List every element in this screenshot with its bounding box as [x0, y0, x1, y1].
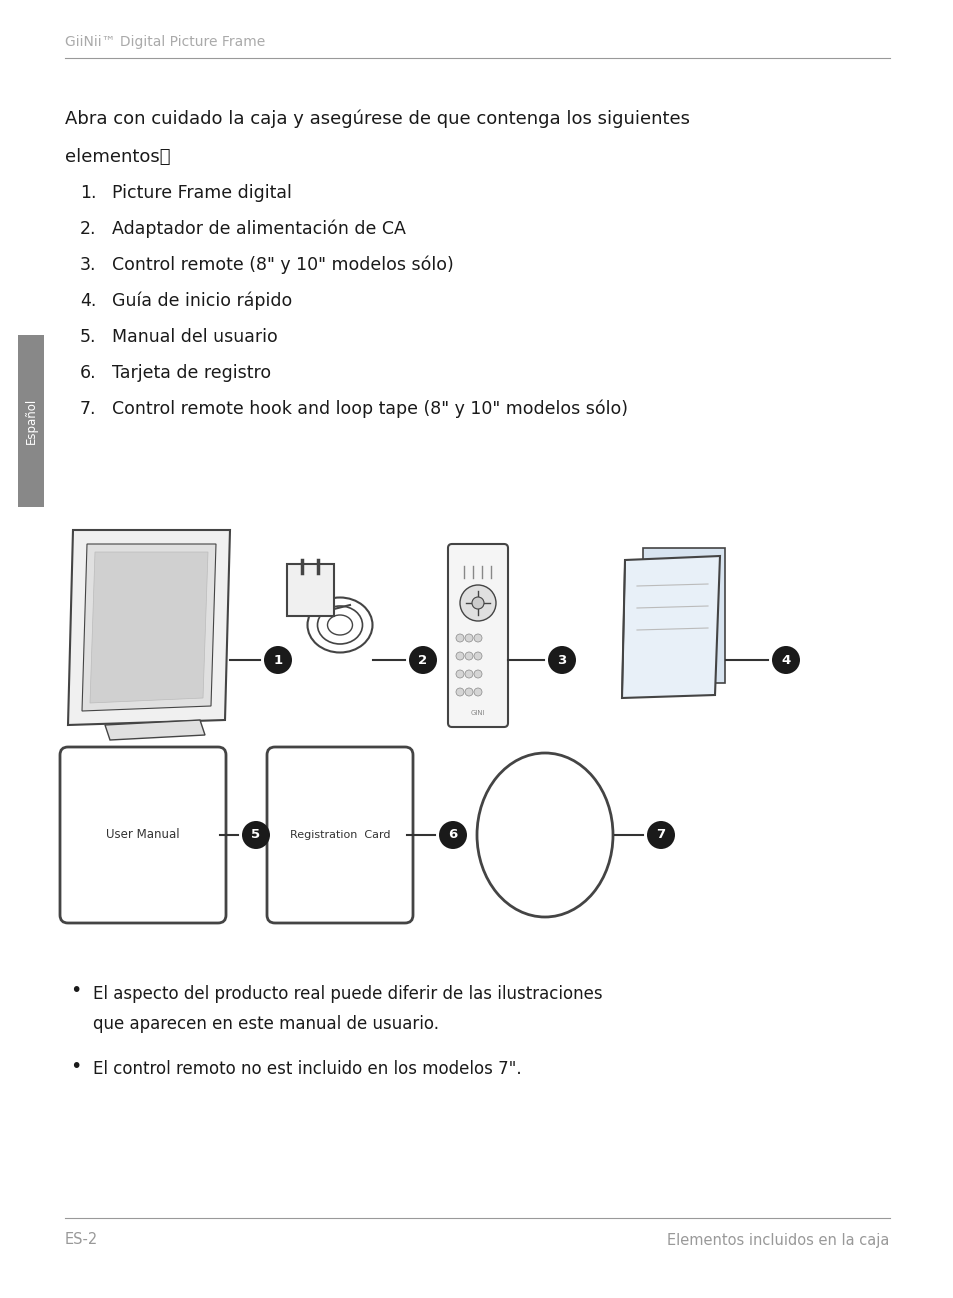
Circle shape	[456, 633, 463, 643]
Circle shape	[474, 652, 481, 659]
Circle shape	[474, 688, 481, 696]
Text: que aparecen en este manual de usuario.: que aparecen en este manual de usuario.	[92, 1015, 438, 1033]
Text: •: •	[70, 981, 81, 1001]
Polygon shape	[90, 552, 208, 704]
Text: Adaptador de alimentación de CA: Adaptador de alimentación de CA	[112, 219, 405, 239]
FancyBboxPatch shape	[60, 748, 226, 923]
Text: El control remoto no est incluido en los modelos 7".: El control remoto no est incluido en los…	[92, 1060, 521, 1079]
Text: Control remote (8" y 10" modelos sólo): Control remote (8" y 10" modelos sólo)	[112, 256, 454, 274]
Circle shape	[464, 633, 473, 643]
Text: Español: Español	[25, 398, 37, 444]
Circle shape	[438, 822, 467, 849]
Circle shape	[456, 688, 463, 696]
Text: 4: 4	[781, 653, 790, 666]
Bar	[18, 335, 44, 508]
Text: 7.: 7.	[80, 400, 96, 418]
Circle shape	[464, 688, 473, 696]
Text: Registration  Card: Registration Card	[290, 829, 390, 840]
Text: 1.: 1.	[80, 184, 96, 202]
FancyBboxPatch shape	[267, 748, 413, 923]
Circle shape	[472, 597, 483, 609]
Circle shape	[264, 646, 292, 674]
Text: 5: 5	[252, 828, 260, 841]
Circle shape	[464, 670, 473, 678]
Circle shape	[409, 646, 436, 674]
Text: 2.: 2.	[80, 219, 96, 238]
Text: •: •	[70, 1057, 81, 1076]
FancyBboxPatch shape	[448, 544, 507, 727]
Text: Manual del usuario: Manual del usuario	[112, 328, 277, 347]
Circle shape	[242, 822, 270, 849]
Circle shape	[456, 652, 463, 659]
FancyBboxPatch shape	[287, 565, 334, 617]
Circle shape	[474, 633, 481, 643]
Circle shape	[646, 822, 675, 849]
Text: 2: 2	[418, 653, 427, 666]
Ellipse shape	[476, 753, 613, 916]
Circle shape	[474, 670, 481, 678]
Circle shape	[547, 646, 576, 674]
Text: 1: 1	[274, 653, 282, 666]
Text: 4.: 4.	[80, 292, 96, 310]
Text: Tarjeta de registro: Tarjeta de registro	[112, 363, 271, 382]
Text: Control remote hook and loop tape (8" y 10" modelos sólo): Control remote hook and loop tape (8" y …	[112, 400, 627, 418]
Text: 3: 3	[557, 653, 566, 666]
Polygon shape	[68, 530, 230, 726]
Circle shape	[456, 670, 463, 678]
Text: Elementos incluidos en la caja: Elementos incluidos en la caja	[666, 1233, 888, 1247]
Polygon shape	[621, 556, 720, 698]
Polygon shape	[105, 720, 205, 740]
Circle shape	[459, 585, 496, 620]
Text: 6: 6	[448, 828, 457, 841]
Text: Picture Frame digital: Picture Frame digital	[112, 184, 292, 202]
Text: elementos：: elementos：	[65, 148, 171, 166]
Circle shape	[771, 646, 800, 674]
Polygon shape	[642, 548, 724, 683]
Text: Guía de inicio rápido: Guía de inicio rápido	[112, 292, 292, 310]
Text: ES-2: ES-2	[65, 1233, 98, 1247]
Text: Abra con cuidado la caja y asegúrese de que contenga los siguientes: Abra con cuidado la caja y asegúrese de …	[65, 110, 689, 129]
Text: El aspecto del producto real puede diferir de las ilustraciones: El aspecto del producto real puede difer…	[92, 985, 602, 1003]
Text: User Manual: User Manual	[106, 828, 179, 841]
Text: 3.: 3.	[80, 256, 96, 274]
Text: 7: 7	[656, 828, 665, 841]
Text: 6.: 6.	[80, 363, 96, 382]
Circle shape	[464, 652, 473, 659]
Polygon shape	[82, 544, 215, 711]
Text: 5.: 5.	[80, 328, 96, 347]
Text: GiiNii™ Digital Picture Frame: GiiNii™ Digital Picture Frame	[65, 35, 265, 49]
Text: GINI: GINI	[470, 710, 485, 716]
